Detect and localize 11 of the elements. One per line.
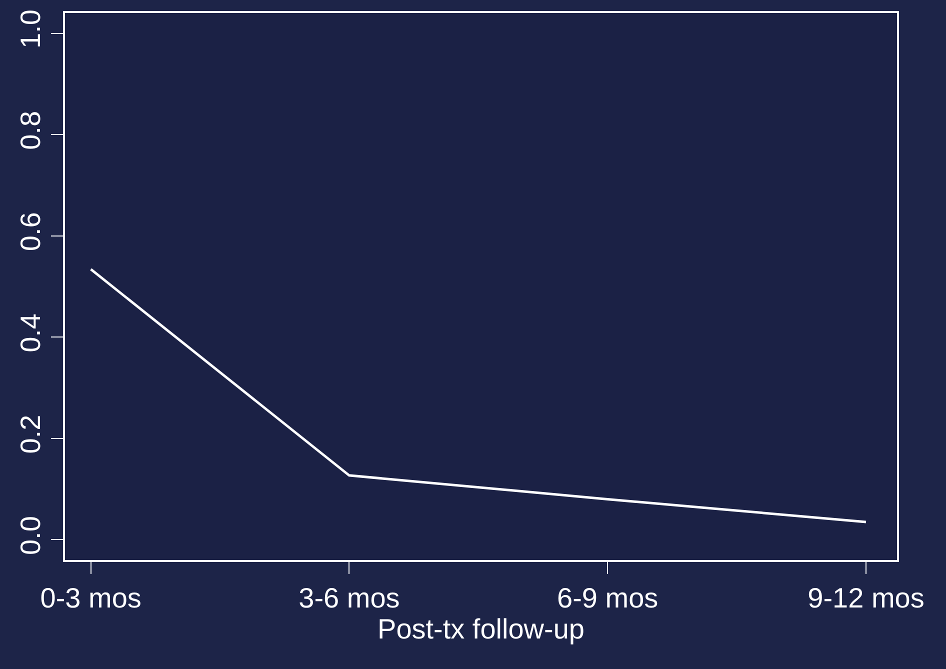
x-axis-title: Post-tx follow-up (378, 614, 584, 645)
x-tick-label: 9-12 mos (808, 582, 924, 614)
x-tick-label: 3-6 mos (298, 582, 400, 614)
y-tick-label: 1.0 (14, 10, 46, 49)
y-tick-label: 0.2 (14, 414, 46, 454)
y-tick-label: 0.0 (14, 516, 46, 556)
y-tick-label: 0.6 (14, 212, 46, 252)
y-tick-label: 0.8 (14, 110, 46, 150)
y-tick-label: 0.4 (14, 313, 46, 352)
x-tick-label: 6-9 mos (557, 582, 658, 614)
x-tick-label: 0-3 mos (40, 582, 142, 614)
